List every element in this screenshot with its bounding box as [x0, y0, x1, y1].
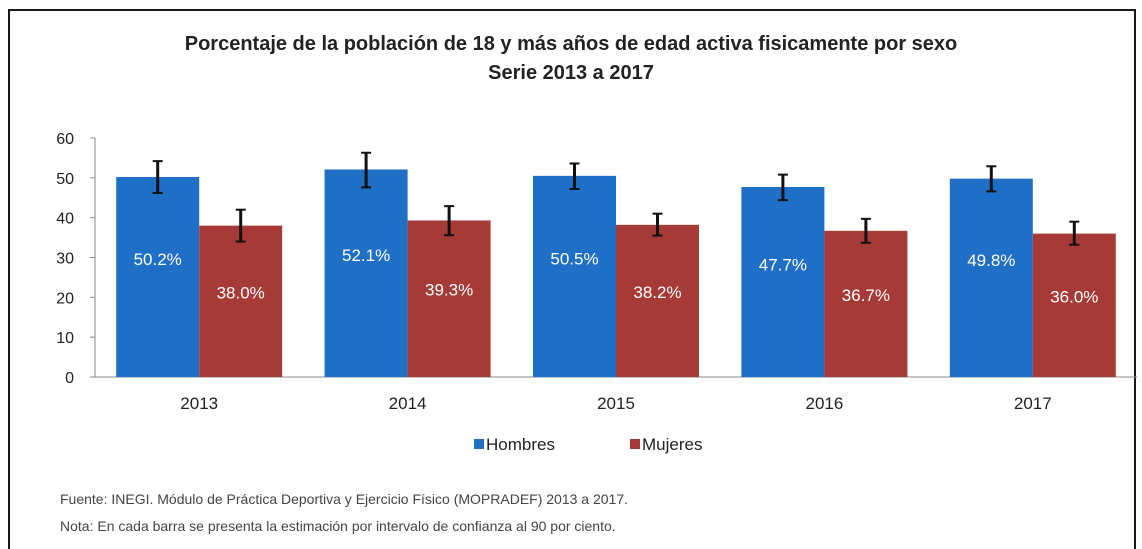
- data-label: 38.0%: [217, 283, 265, 302]
- data-label: 38.2%: [633, 283, 681, 302]
- bar-mujeres: [199, 225, 283, 377]
- x-tick-label: 2014: [389, 394, 427, 413]
- y-tick-label: 60: [56, 131, 74, 148]
- data-label: 47.7%: [759, 256, 807, 275]
- data-label: 50.2%: [134, 250, 182, 269]
- legend-label-mujeres: Mujeres: [642, 435, 702, 454]
- x-tick-label: 2015: [597, 394, 635, 413]
- bar-hombres: [949, 178, 1033, 377]
- legend-swatch-mujeres: [630, 439, 640, 449]
- x-tick-label: 2017: [1014, 394, 1052, 413]
- data-label: 36.0%: [1050, 287, 1098, 306]
- data-label: 50.5%: [550, 249, 598, 268]
- footnote: Nota: En cada barra se presenta la estim…: [60, 518, 616, 534]
- bar-mujeres: [407, 220, 491, 377]
- legend-swatch-hombres: [474, 439, 484, 449]
- y-tick-label: 40: [56, 211, 74, 228]
- x-tick-label: 2013: [180, 394, 218, 413]
- x-tick-label: 2016: [805, 394, 843, 413]
- bar-hombres: [533, 175, 616, 377]
- bar-chart: 0 10 20 30 40 50 60 2013 50.2% 38.0% 2014 52.1% 39.3…: [56, 131, 1137, 454]
- chart-title: Porcentaje de la población de 18 y más a…: [184, 33, 958, 55]
- y-tick-label: 0: [65, 370, 74, 387]
- bar-hombres: [116, 177, 200, 377]
- bar-hombres: [741, 186, 825, 377]
- chart-frame: [8, 9, 1136, 549]
- bar-mujeres: [616, 224, 699, 377]
- data-label: 52.1%: [342, 246, 390, 265]
- data-label: 49.8%: [967, 251, 1015, 270]
- data-label: 39.3%: [425, 281, 473, 300]
- y-tick-label: 30: [56, 251, 74, 268]
- y-tick-label: 20: [56, 290, 74, 307]
- y-tick-label: 10: [56, 330, 74, 347]
- source-note: Fuente: INEGI. Módulo de Práctica Deport…: [60, 491, 629, 507]
- data-label: 36.7%: [842, 286, 890, 305]
- chart-subtitle: Serie 2013 a 2017: [488, 62, 654, 84]
- bar-mujeres: [1032, 233, 1116, 377]
- bar-mujeres: [824, 230, 908, 377]
- y-tick-label: 50: [56, 171, 74, 188]
- bar-hombres: [324, 169, 408, 377]
- legend-label-hombres: Hombres: [486, 435, 555, 454]
